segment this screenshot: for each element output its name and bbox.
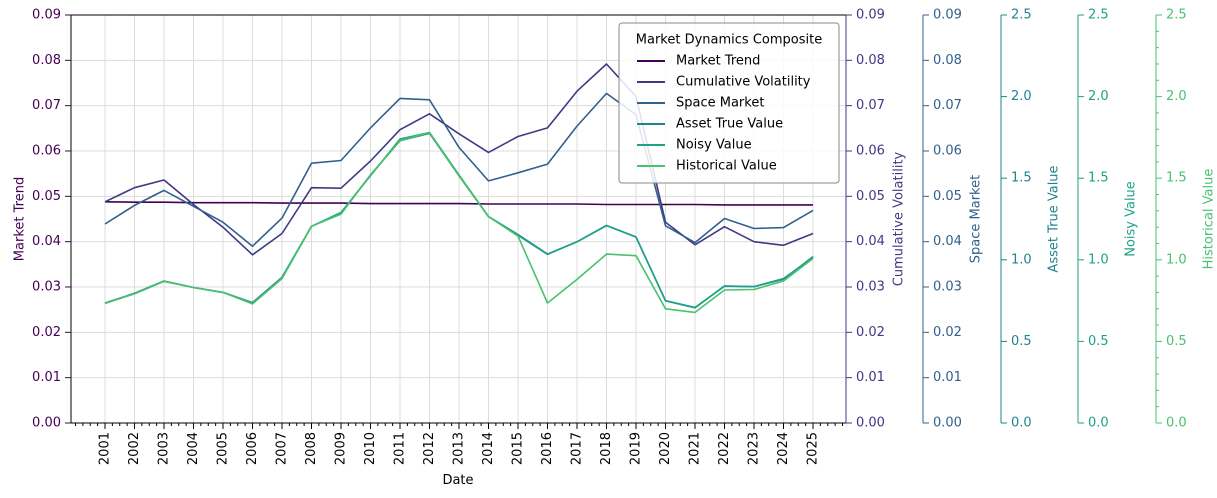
y-tick-label: 0.5	[1011, 334, 1032, 349]
x-tick-label: 2013	[452, 432, 467, 465]
x-tick-label: 2017	[570, 432, 585, 465]
y-tick-label: 0.06	[32, 144, 61, 159]
y-tick-label: 0.08	[856, 53, 885, 68]
x-tick-label: 2019	[629, 432, 644, 465]
y-tick-label: 0.09	[933, 8, 962, 23]
x-tick-label: 2021	[688, 432, 703, 465]
y-tick-label: 0.04	[933, 234, 962, 249]
legend-entry: Noisy Value	[676, 138, 752, 153]
x-tick-label: 2022	[717, 432, 732, 465]
x-tick-label: 2023	[747, 432, 762, 465]
x-axis-label: Date	[442, 473, 473, 488]
y-axis-title: Cumulative Volatility	[892, 151, 907, 286]
x-tick-label: 2007	[275, 432, 290, 465]
y-tick-label: 2.5	[1088, 8, 1109, 23]
y-tick-label: 0.01	[32, 370, 61, 385]
y-tick-label: 0.01	[856, 370, 885, 385]
x-tick-label: 2018	[599, 432, 614, 465]
y-tick-label: 0.00	[856, 416, 885, 431]
y-tick-label: 1.5	[1011, 171, 1032, 186]
y-tick-label: 0.04	[856, 234, 885, 249]
y-tick-label: 2.0	[1166, 89, 1187, 104]
y-tick-label: 0.01	[933, 370, 962, 385]
series-line	[104, 131, 814, 314]
legend-entry: Cumulative Volatility	[676, 75, 811, 90]
y-tick-label: 0.08	[32, 53, 61, 68]
y-axis-title: Historical Value	[1202, 169, 1217, 270]
legend-entry: Market Trend	[676, 54, 760, 69]
x-tick-label: 2001	[98, 432, 113, 465]
x-tick-label: 2002	[127, 432, 142, 465]
y-tick-label: 1.5	[1088, 171, 1109, 186]
legend-box	[618, 22, 840, 184]
y-tick-label: 0.5	[1166, 334, 1187, 349]
y-tick-label: 0.02	[32, 325, 61, 340]
y-tick-label: 2.0	[1088, 89, 1109, 104]
y-tick-label: 1.0	[1088, 252, 1109, 267]
y-tick-label: 1.0	[1166, 252, 1187, 267]
y-tick-label: 0.06	[856, 144, 885, 159]
y-tick-label: 0.03	[933, 280, 962, 295]
x-tick-label: 2003	[157, 432, 172, 465]
y-tick-label: 0.00	[933, 416, 962, 431]
axes-layer: 2001 2002 2003 2004 2005 2006 2007 2008 2009 2010…	[13, 8, 1217, 466]
x-tick-label: 2020	[658, 432, 673, 465]
legend: Market Dynamics Composite Market Trend Cum…	[618, 22, 840, 184]
y-tick-label: 1.0	[1011, 252, 1032, 267]
y-tick-label: 0.06	[933, 144, 962, 159]
series-line	[104, 201, 813, 206]
y-tick-label: 0.0	[1166, 416, 1187, 431]
x-tick-label: 2025	[806, 432, 821, 465]
y-tick-label: 0.03	[856, 280, 885, 295]
x-tick-label: 2009	[334, 432, 349, 465]
x-tick-label: 2024	[776, 432, 791, 465]
x-tick-label: 2010	[363, 432, 378, 465]
y-tick-label: 0.05	[856, 189, 885, 204]
y-axis-title: Asset True Value	[1047, 165, 1062, 272]
series-layer	[104, 63, 814, 314]
y-tick-label: 0.02	[933, 325, 962, 340]
x-tick-label: 2016	[540, 432, 555, 465]
x-tick-label: 2011	[393, 432, 408, 465]
y-tick-label: 0.02	[856, 325, 885, 340]
y-tick-label: 2.5	[1011, 8, 1032, 23]
x-tick-label: 2014	[481, 432, 496, 465]
x-tick-label: 2015	[511, 432, 526, 465]
y-tick-label: 2.0	[1011, 89, 1032, 104]
series-line	[104, 92, 814, 247]
y-tick-label: 0.03	[32, 280, 61, 295]
y-tick-label: 0.05	[933, 189, 962, 204]
x-tick-label: 2005	[216, 432, 231, 465]
x-tick-label: 2004	[186, 432, 201, 465]
y-tick-label: 0.00	[32, 416, 61, 431]
y-tick-label: 0.07	[933, 98, 962, 113]
y-tick-label: 0.0	[1088, 416, 1109, 431]
legend-entry: Asset True Value	[676, 117, 783, 132]
y-tick-label: 0.04	[32, 234, 61, 249]
x-tick-label: 2008	[304, 432, 319, 465]
series-line	[104, 63, 814, 256]
legend-entry: Space Market	[676, 96, 764, 111]
y-axis-title: Space Market	[969, 175, 984, 263]
y-tick-label: 0.08	[933, 53, 962, 68]
legend-entry: Historical Value	[676, 159, 777, 174]
x-tick-label: 2012	[422, 432, 437, 465]
y-tick-label: 2.5	[1166, 8, 1187, 23]
grid	[71, 14, 846, 424]
y-tick-label: 0.05	[32, 189, 61, 204]
y-tick-label: 0.09	[32, 8, 61, 23]
y-tick-label: 0.0	[1011, 416, 1032, 431]
y-axis-title: Market Trend	[13, 177, 28, 261]
y-tick-label: 0.09	[856, 8, 885, 23]
y-tick-label: 0.07	[856, 98, 885, 113]
y-axis-title: Noisy Value	[1124, 181, 1139, 257]
legend-title: Market Dynamics Composite	[636, 33, 822, 48]
y-tick-label: 0.5	[1088, 334, 1109, 349]
y-tick-label: 0.07	[32, 98, 61, 113]
x-tick-label: 2006	[245, 432, 260, 465]
y-tick-label: 1.5	[1166, 171, 1187, 186]
